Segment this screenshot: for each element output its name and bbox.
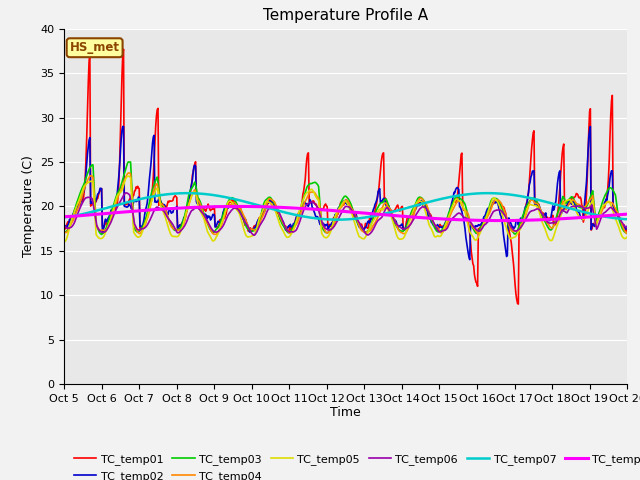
- TC_temp05: [415, 198, 422, 204]
- TC_temp02: [415, 203, 422, 209]
- TC_temp02: [466, 257, 474, 263]
- TC_temp06: [122, 190, 130, 196]
- Title: Temperature Profile A: Temperature Profile A: [263, 9, 428, 24]
- TC_temp04: [432, 224, 440, 229]
- Line: TC_temp04: TC_temp04: [64, 173, 627, 234]
- TC_temp04: [129, 208, 137, 214]
- TC_temp08: [431, 216, 439, 221]
- TC_temp08: [70, 213, 78, 219]
- TC_temp06: [416, 206, 424, 212]
- TC_temp07: [215, 193, 223, 199]
- TC_temp08: [415, 215, 422, 220]
- TC_temp02: [119, 124, 127, 130]
- TC_temp02: [216, 219, 224, 225]
- TC_temp08: [128, 208, 136, 214]
- TC_temp07: [70, 213, 78, 219]
- TC_temp03: [623, 230, 631, 236]
- TC_temp05: [216, 226, 224, 231]
- TC_temp03: [416, 194, 424, 200]
- TC_temp02: [60, 225, 68, 231]
- TC_temp06: [250, 232, 257, 238]
- TC_temp03: [60, 229, 68, 235]
- TC_temp08: [623, 211, 631, 217]
- TC_temp02: [431, 225, 439, 231]
- TC_temp06: [129, 211, 137, 216]
- TC_temp05: [431, 234, 439, 240]
- TC_temp07: [415, 202, 422, 207]
- Line: TC_temp02: TC_temp02: [64, 127, 627, 260]
- TC_temp02: [186, 189, 194, 194]
- TC_temp06: [186, 210, 194, 216]
- TC_temp05: [70, 210, 78, 216]
- TC_temp02: [129, 201, 137, 207]
- TC_temp03: [432, 228, 440, 233]
- TC_temp07: [484, 190, 492, 196]
- TC_temp04: [125, 170, 133, 176]
- Line: TC_temp08: TC_temp08: [64, 206, 627, 221]
- TC_temp07: [431, 197, 439, 203]
- TC_temp07: [128, 198, 136, 204]
- TC_temp03: [217, 219, 225, 225]
- TC_temp03: [70, 208, 78, 214]
- TC_temp01: [515, 301, 522, 307]
- TC_temp01: [186, 193, 194, 199]
- TC_temp07: [186, 190, 193, 196]
- Line: TC_temp01: TC_temp01: [64, 49, 627, 304]
- TC_temp01: [60, 226, 68, 231]
- TC_temp07: [623, 216, 631, 222]
- TC_temp08: [497, 218, 504, 224]
- Legend: TC_temp01, TC_temp02, TC_temp03, TC_temp04, TC_temp05, TC_temp06, TC_temp07, TC_: TC_temp01, TC_temp02, TC_temp03, TC_temp…: [70, 450, 640, 480]
- TC_temp01: [120, 47, 127, 52]
- TC_temp02: [70, 210, 78, 216]
- TC_temp06: [60, 223, 68, 228]
- TC_temp04: [60, 229, 68, 235]
- TC_temp05: [186, 198, 194, 204]
- Text: HS_met: HS_met: [70, 41, 120, 54]
- TC_temp03: [124, 159, 132, 165]
- TC_temp01: [431, 222, 439, 228]
- X-axis label: Time: Time: [330, 407, 361, 420]
- TC_temp03: [98, 231, 106, 237]
- Line: TC_temp03: TC_temp03: [64, 162, 627, 234]
- TC_temp03: [130, 224, 138, 229]
- Line: TC_temp05: TC_temp05: [64, 176, 627, 242]
- TC_temp02: [623, 224, 631, 229]
- TC_temp08: [234, 204, 242, 209]
- TC_temp08: [60, 214, 68, 219]
- TC_temp07: [60, 215, 68, 220]
- TC_temp01: [70, 208, 78, 214]
- TC_temp04: [211, 231, 219, 237]
- TC_temp06: [70, 220, 78, 226]
- TC_temp06: [623, 225, 631, 231]
- TC_temp08: [186, 204, 193, 210]
- TC_temp08: [215, 204, 223, 209]
- Y-axis label: Temperature (C): Temperature (C): [22, 156, 35, 257]
- TC_temp07: [333, 217, 341, 223]
- TC_temp05: [129, 216, 137, 222]
- TC_temp04: [416, 196, 424, 202]
- TC_temp04: [217, 225, 225, 230]
- TC_temp06: [432, 224, 440, 230]
- TC_temp03: [187, 187, 195, 192]
- Line: TC_temp07: TC_temp07: [64, 193, 627, 220]
- TC_temp04: [186, 198, 194, 204]
- Line: TC_temp06: TC_temp06: [64, 193, 627, 235]
- TC_temp06: [216, 227, 224, 233]
- TC_temp05: [623, 234, 631, 240]
- TC_temp01: [216, 217, 224, 223]
- TC_temp04: [623, 231, 631, 237]
- TC_temp05: [124, 173, 132, 179]
- TC_temp01: [623, 226, 631, 231]
- TC_temp01: [129, 193, 137, 199]
- TC_temp05: [60, 239, 68, 245]
- TC_temp01: [415, 201, 422, 206]
- TC_temp04: [70, 215, 78, 221]
